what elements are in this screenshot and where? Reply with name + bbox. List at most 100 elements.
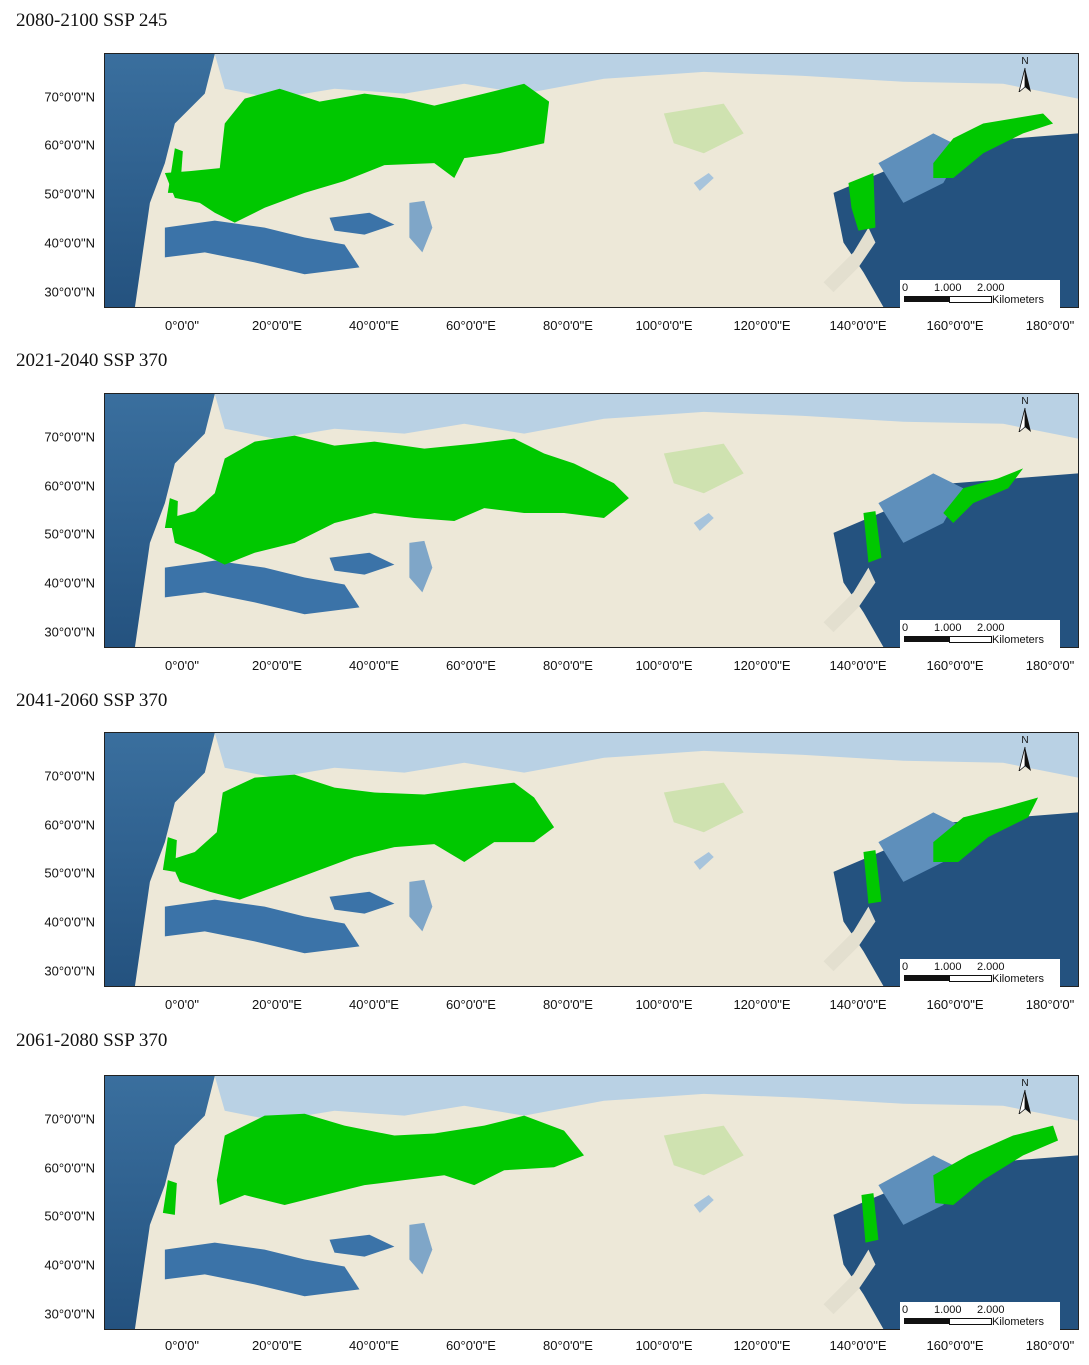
north-arrow-icon: N (1015, 56, 1035, 94)
suitable-habitat (848, 173, 876, 231)
lon-label: 20°0'0"E (252, 1338, 302, 1353)
suitable-habitat (167, 148, 183, 193)
vegetation-patch (663, 782, 744, 833)
lon-label: 100°0'0"E (635, 658, 693, 673)
lat-label: 70°0'0"N (44, 768, 95, 784)
lat-label: 30°0'0"N (44, 284, 95, 300)
lat-label: 60°0'0"N (44, 478, 95, 494)
lon-label: 20°0'0"E (252, 318, 302, 333)
vegetation-patch (663, 1125, 744, 1176)
north-arrow-icon: N (1015, 735, 1035, 773)
lon-label: 0°0'0" (165, 1338, 199, 1353)
lake-baikal (693, 173, 714, 191)
mediterranean-sea (164, 899, 360, 954)
lon-label: 160°0'0"E (926, 997, 984, 1012)
lat-label: 30°0'0"N (44, 624, 95, 640)
lon-label: 80°0'0"E (543, 997, 593, 1012)
lon-label: 140°0'0"E (829, 318, 887, 333)
panel-title: 2080-2100 SSP 245 (16, 10, 168, 31)
basemap (105, 1076, 1078, 1329)
lat-label: 60°0'0"N (44, 817, 95, 833)
lon-label: 0°0'0" (165, 318, 199, 333)
lat-label: 60°0'0"N (44, 137, 95, 153)
suitable-habitat (216, 1113, 585, 1205)
lon-label: 160°0'0"E (926, 318, 984, 333)
black-sea (329, 552, 395, 575)
lon-label: 20°0'0"E (252, 658, 302, 673)
arctic-ocean (214, 394, 1078, 439)
caspian-sea (409, 200, 433, 253)
lon-label: 140°0'0"E (829, 1338, 887, 1353)
lon-label: 180°0'0" (1025, 997, 1075, 1012)
japan (823, 227, 876, 293)
map-panel-3[interactable] (104, 732, 1079, 987)
vegetation-patch (663, 103, 744, 154)
lon-label: 80°0'0"E (543, 1338, 593, 1353)
map-panel-1[interactable] (104, 53, 1079, 308)
lake-baikal (693, 852, 714, 870)
lat-label: 40°0'0"N (44, 575, 95, 591)
mediterranean-sea (164, 220, 360, 275)
scale-bar: 0 1.000 2.000 Kilometers (900, 620, 1060, 648)
lon-label: 40°0'0"E (349, 658, 399, 673)
scale-bar: 0 1.000 2.000 Kilometers (900, 959, 1060, 987)
lat-label: 60°0'0"N (44, 1160, 95, 1176)
lon-label: 120°0'0"E (733, 1338, 791, 1353)
lon-label: 80°0'0"E (543, 318, 593, 333)
lat-label: 70°0'0"N (44, 1111, 95, 1127)
sea-of-okhotsk (878, 133, 964, 203)
lon-label: 40°0'0"E (349, 1338, 399, 1353)
japan (823, 906, 876, 972)
panel-title: 2021-2040 SSP 370 (16, 350, 168, 371)
lon-label: 120°0'0"E (733, 658, 791, 673)
japan (823, 1249, 876, 1315)
arctic-ocean (214, 54, 1078, 99)
lon-label: 120°0'0"E (733, 318, 791, 333)
lon-label: 140°0'0"E (829, 658, 887, 673)
caspian-sea (409, 1222, 433, 1275)
sea-of-okhotsk (878, 812, 964, 882)
suitable-habitat (861, 1193, 879, 1243)
map-panel-4[interactable] (104, 1075, 1079, 1330)
lon-label: 160°0'0"E (926, 658, 984, 673)
suitable-habitat (943, 468, 1024, 523)
basemap (105, 54, 1078, 307)
lon-label: 100°0'0"E (635, 997, 693, 1012)
basemap (105, 394, 1078, 647)
north-arrow-icon: N (1015, 1078, 1035, 1116)
lon-label: 0°0'0" (165, 997, 199, 1012)
lat-label: 40°0'0"N (44, 914, 95, 930)
scale-bar: 0 1.000 2.000 Kilometers (900, 1302, 1060, 1330)
atlantic-ocean (105, 54, 215, 307)
lat-label: 50°0'0"N (44, 865, 95, 881)
suitable-habitat (162, 1180, 177, 1215)
vegetation-patch (663, 443, 744, 494)
basemap (105, 733, 1078, 986)
suitable-habitat (169, 435, 629, 565)
atlantic-ocean (105, 394, 215, 647)
arctic-ocean (214, 1076, 1078, 1121)
panel-title: 2061-2080 SSP 370 (16, 1030, 168, 1051)
map-panel-2[interactable] (104, 393, 1079, 648)
lon-label: 120°0'0"E (733, 997, 791, 1012)
mediterranean-sea (164, 560, 360, 615)
panel-title: 2041-2060 SSP 370 (16, 690, 168, 711)
lat-label: 40°0'0"N (44, 235, 95, 251)
lon-label: 60°0'0"E (446, 658, 496, 673)
scale-bar: 0 1.000 2.000 Kilometers (900, 280, 1060, 308)
black-sea (329, 891, 395, 914)
lat-label: 30°0'0"N (44, 963, 95, 979)
lon-label: 100°0'0"E (635, 1338, 693, 1353)
caspian-sea (409, 540, 433, 593)
atlantic-ocean (105, 1076, 215, 1329)
black-sea (329, 1234, 395, 1257)
lat-label: 30°0'0"N (44, 1306, 95, 1322)
lon-label: 180°0'0" (1025, 318, 1075, 333)
suitable-habitat (933, 113, 1054, 179)
lake-baikal (693, 1195, 714, 1213)
suitable-habitat (162, 837, 177, 872)
lat-label: 50°0'0"N (44, 186, 95, 202)
lon-label: 180°0'0" (1025, 658, 1075, 673)
suitable-habitat (933, 1125, 1059, 1205)
lat-label: 70°0'0"N (44, 89, 95, 105)
